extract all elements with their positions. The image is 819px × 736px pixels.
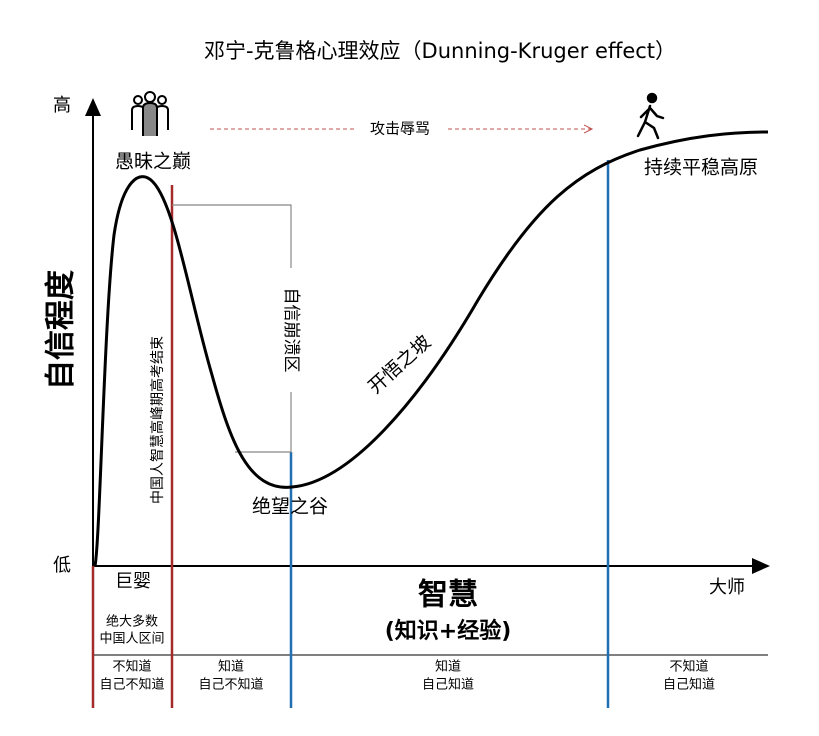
attack-label: 攻击辱骂 <box>370 120 430 138</box>
quadrant-label: 知道 <box>218 659 244 675</box>
majority-line: 中国人区间 <box>99 632 164 647</box>
curve <box>93 130 769 567</box>
collapse-bracket <box>172 204 292 453</box>
quadrant-label: 自己不知道 <box>99 677 164 693</box>
quadrant-label: 知道 <box>435 659 461 675</box>
x-start: 巨婴 <box>115 571 151 592</box>
quadrant-label: 不知道 <box>669 659 708 675</box>
y-high: 高 <box>53 95 71 116</box>
label-bg <box>355 118 445 140</box>
majority-line: 绝大多数 <box>106 614 158 630</box>
quadrant-label: 自己知道 <box>422 677 474 693</box>
walker-icon <box>636 92 665 140</box>
title: 邓宁-克鲁格心理效应（Dunning-Kruger effect） <box>204 39 676 63</box>
quadrant-label: 自己知道 <box>663 677 715 693</box>
crowd-icon <box>131 91 169 136</box>
x-end: 大师 <box>709 577 745 598</box>
exam-label: 中国人智慧高峰期高考结束 <box>149 336 166 504</box>
slope-label: 开悟之坡 <box>364 331 435 398</box>
plateau-label: 持续平稳高原 <box>644 157 758 179</box>
quadrant-label: 不知道 <box>112 659 151 675</box>
x-axis-sublabel: (知识+经验) <box>385 618 512 644</box>
y-axis-label: 自信程度 <box>44 270 79 390</box>
quadrant-label: 自己不知道 <box>198 677 263 693</box>
x-axis-label: 智慧 <box>418 578 478 613</box>
y-low: 低 <box>53 555 71 576</box>
valley-label: 绝望之谷 <box>252 496 328 518</box>
collapse-label: 自信崩溃区 <box>281 288 301 373</box>
peak-label: 愚昧之巅 <box>115 151 191 173</box>
